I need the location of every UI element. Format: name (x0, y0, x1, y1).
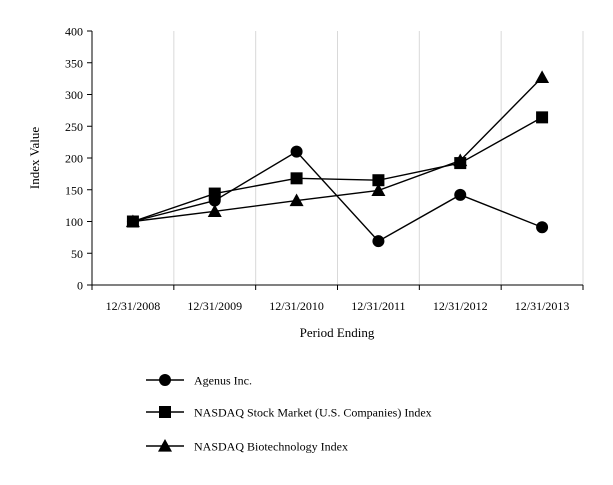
y-tick-label: 300 (65, 88, 83, 102)
data-point-triangle (125, 214, 140, 228)
data-point-triangle (453, 153, 468, 167)
series-line (132, 76, 543, 223)
y-tick-label: 50 (71, 247, 83, 261)
data-point-circle (372, 235, 385, 248)
series (125, 70, 550, 248)
legend-item: NASDAQ Stock Market (U.S. Companies) Ind… (146, 406, 432, 420)
legend-item: Agenus Inc. (146, 374, 252, 388)
legend: Agenus Inc. NASDAQ Stock Market (U.S. Com… (146, 374, 432, 454)
y-tick-label: 200 (65, 152, 83, 166)
series-line (132, 116, 543, 223)
legend-label: Agenus Inc. (194, 374, 252, 388)
y-axis-title: Index Value (27, 127, 42, 189)
x-tick-label: 12/31/2011 (351, 299, 405, 313)
gridlines (173, 31, 584, 285)
data-point-square (372, 174, 385, 187)
data-point-square (208, 187, 221, 200)
y-tick-label: 0 (77, 279, 83, 293)
x-tick-label: 12/31/2009 (187, 299, 242, 313)
legend-marker-triangle (158, 439, 172, 452)
series-triangle (125, 70, 550, 228)
legend-marker-square (159, 406, 171, 418)
x-tick-label: 12/31/2008 (106, 299, 161, 313)
y-tick-label: 100 (65, 215, 83, 229)
legend-item: NASDAQ Biotechnology Index (146, 439, 348, 454)
legend-label: NASDAQ Biotechnology Index (194, 440, 348, 454)
x-axis-title: Period Ending (300, 325, 375, 340)
data-point-triangle (289, 193, 304, 207)
data-point-square (290, 172, 303, 185)
data-point-circle (454, 188, 467, 201)
x-tick-label: 12/31/2012 (433, 299, 488, 313)
x-tick-label: 12/31/2010 (269, 299, 324, 313)
x-tick-label: 12/31/2013 (515, 299, 570, 313)
y-tick-label: 150 (65, 183, 83, 197)
y-tick-label: 350 (65, 56, 83, 70)
legend-marker-circle (159, 374, 171, 386)
y-tick-label: 250 (65, 120, 83, 134)
tick-labels: 0 50 100 150 200 250 300 350 400 12/31/2008 12/31/… (65, 25, 584, 313)
series-line (132, 150, 543, 243)
data-point-triangle (207, 204, 222, 217)
data-point-circle (290, 145, 303, 158)
data-point-triangle (535, 70, 550, 83)
data-point-square (536, 111, 549, 124)
y-tick-label: 400 (65, 25, 83, 39)
data-point-triangle (371, 183, 386, 196)
data-point-circle (536, 221, 549, 234)
legend-label: NASDAQ Stock Market (U.S. Companies) Ind… (194, 406, 432, 420)
